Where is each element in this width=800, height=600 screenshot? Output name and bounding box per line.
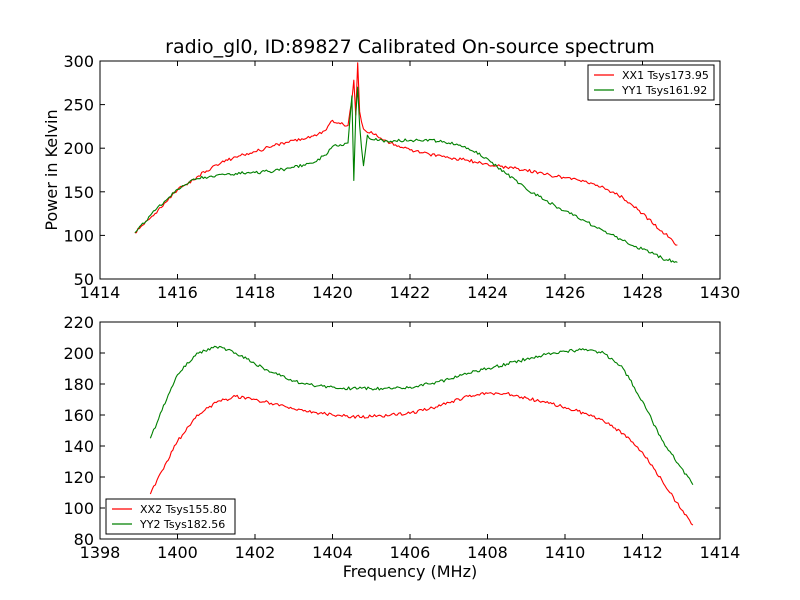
- legend-box: [105, 498, 236, 535]
- legend-label: YY1 Tsys161.92: [621, 84, 707, 97]
- chart-title: radio_gl0, ID:89827 Calibrated On-source…: [165, 36, 655, 58]
- y-tick-label: 160: [63, 406, 94, 425]
- y-tick-label: 50: [74, 270, 94, 289]
- x-axis-label: Frequency (MHz): [343, 562, 477, 581]
- series-line-2: [149, 345, 694, 486]
- top-panel: 1414 1416 1418 1420 1422 1424 1426 1428 1430 50 10…: [42, 52, 740, 302]
- x-tick-label: 1400: [157, 543, 198, 562]
- y-tick-label: 100: [63, 499, 94, 518]
- y-tick-label: 100: [63, 226, 94, 245]
- bottom-panel: 1398 1400 1402 1404 1406 1408 1410 1412 1414 80 10…: [63, 313, 740, 581]
- y-tick-label: 150: [63, 183, 94, 202]
- x-tick-label: 1424: [467, 283, 508, 302]
- x-tick-label: 1420: [312, 283, 353, 302]
- x-tick-label: 1410: [545, 543, 586, 562]
- series-line-2: [134, 86, 678, 263]
- legend-label: XX2 Tsys155.80: [140, 503, 227, 516]
- x-tick-label: 1402: [235, 543, 276, 562]
- x-tick-label: 1412: [622, 543, 663, 562]
- x-tick-label: 1426: [545, 283, 586, 302]
- legend-label: XX1 Tsys173.95: [622, 69, 709, 82]
- y-tick-label: 140: [63, 437, 94, 456]
- x-tick-label: 1430: [700, 283, 741, 302]
- x-tick-label: 1418: [235, 283, 276, 302]
- x-tick-label: 1404: [312, 543, 353, 562]
- legend-label: YY2 Tsys182.56: [139, 518, 225, 531]
- y-axis-label: Power in Kelvin: [42, 109, 61, 230]
- y-tick-label: 120: [63, 468, 94, 487]
- y-tick-label: 200: [63, 139, 94, 158]
- y-tick-label: 200: [63, 344, 94, 363]
- x-tick-label: 1428: [622, 283, 663, 302]
- x-tick-label: 1408: [467, 543, 508, 562]
- x-tick-label: 1398: [80, 543, 121, 562]
- y-tick-label: 180: [63, 375, 94, 394]
- y-tick-label: 220: [63, 313, 94, 332]
- x-tick-label: 1414: [700, 543, 741, 562]
- y-tick-label: 250: [63, 96, 94, 115]
- x-tick-label: 1416: [157, 283, 198, 302]
- y-tick-label: 80: [74, 530, 94, 549]
- x-tick-label: 1414: [80, 283, 121, 302]
- series-line-1: [149, 392, 694, 526]
- x-tick-label: 1406: [390, 543, 431, 562]
- legend: XX2 Tsys155.80 YY2 Tsys182.56: [105, 498, 236, 535]
- legend-box: [587, 64, 715, 101]
- x-tick-label: 1422: [390, 283, 431, 302]
- y-tick-label: 300: [63, 52, 94, 71]
- series-line-1: [134, 62, 678, 246]
- legend: XX1 Tsys173.95 YY1 Tsys161.92: [587, 64, 715, 101]
